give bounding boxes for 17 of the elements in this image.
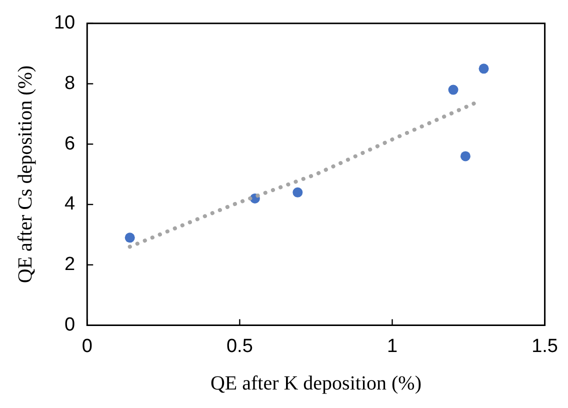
point [124,232,135,243]
x-axis-title: QE after K deposition (%) [210,372,422,394]
y-tick-label: 4 [64,194,76,215]
y-tick-label: 0 [64,314,76,336]
x-tick-label: 0.5 [226,336,253,357]
x-tick-label: 1.5 [532,336,558,357]
y-tick-label: 2 [64,254,76,276]
y-tick-label: 8 [64,72,76,94]
point [448,84,458,95]
y-tick-label: 10 [54,12,76,34]
point [478,64,489,74]
y-tick-label: 6 [64,133,76,154]
point [460,151,470,162]
x-tick-label: 1 [386,336,398,357]
point [292,187,303,198]
y-axis-title: QE after Cs deposition (%) [14,65,36,284]
x-tick-label: 0 [82,336,92,357]
